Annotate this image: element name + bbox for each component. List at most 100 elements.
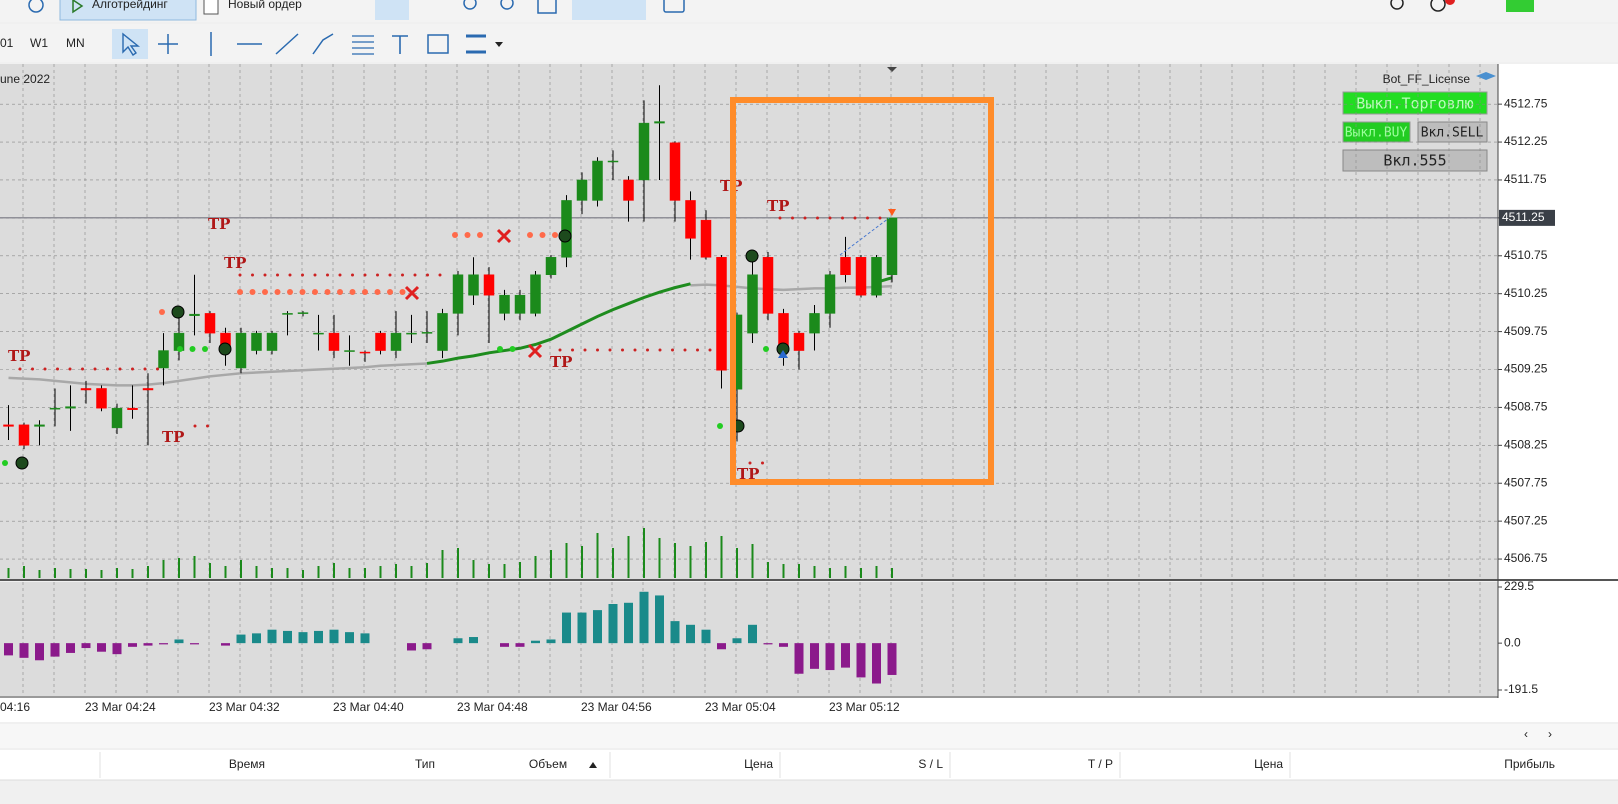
timeframe[interactable]: 01 bbox=[0, 36, 14, 50]
panel-button-label[interactable]: Вкл.SELL bbox=[1421, 126, 1484, 141]
candle-body bbox=[235, 332, 247, 369]
signal-indicator bbox=[1506, 0, 1534, 12]
signal-dot bbox=[401, 273, 404, 277]
volume-bar bbox=[85, 569, 87, 578]
osc-bar bbox=[453, 638, 463, 644]
signal-dot bbox=[312, 289, 318, 295]
volume-bar bbox=[782, 564, 785, 578]
x-tick-label: 23 Mar 04:56 bbox=[581, 700, 652, 714]
text-icon[interactable] bbox=[392, 35, 408, 54]
volume-bar bbox=[240, 560, 242, 578]
trendline-icon[interactable] bbox=[275, 33, 299, 55]
panel-button-label[interactable]: Вкл.555 bbox=[1383, 152, 1446, 170]
osc-bar bbox=[624, 602, 633, 644]
signal-dot bbox=[274, 289, 281, 295]
panel-button[interactable] bbox=[1342, 91, 1488, 115]
osc-bar bbox=[531, 640, 540, 644]
candle-body bbox=[747, 274, 758, 334]
y-tick-label: 4507.25 bbox=[1504, 513, 1548, 527]
column-header[interactable]: S / L bbox=[918, 757, 943, 771]
column-header[interactable]: Объем bbox=[529, 757, 567, 771]
candle-body bbox=[96, 388, 107, 409]
scroll-arrow[interactable]: ‹ bbox=[1524, 727, 1528, 741]
y-tick-label: 4511.75 bbox=[1504, 172, 1547, 186]
column-header[interactable]: Цена bbox=[744, 757, 773, 771]
candle-body bbox=[700, 219, 712, 258]
column-header[interactable]: Тип bbox=[415, 757, 435, 771]
add-icon[interactable] bbox=[28, 0, 44, 13]
candle-body bbox=[282, 313, 293, 315]
osc-bar bbox=[143, 643, 153, 646]
channel-icon[interactable] bbox=[312, 33, 334, 55]
objects-icon[interactable] bbox=[466, 34, 486, 54]
zoom-in[interactable] bbox=[463, 0, 477, 10]
candle-body bbox=[685, 200, 696, 239]
volume-bar bbox=[271, 568, 273, 578]
chart-type-button[interactable] bbox=[375, 0, 409, 20]
signal-dot bbox=[621, 348, 624, 352]
candle-body bbox=[545, 257, 557, 275]
x-tick-label: 23 Mar 04:40 bbox=[333, 700, 404, 714]
osc-bar bbox=[639, 591, 649, 644]
candle-body bbox=[49, 407, 61, 410]
toolbar-button[interactable]: Новый ордер bbox=[228, 0, 302, 11]
dropdown-arrow[interactable] bbox=[495, 42, 503, 47]
grid-icon[interactable] bbox=[537, 0, 557, 14]
tp-label: TP bbox=[208, 215, 230, 233]
column-header[interactable]: Время bbox=[229, 757, 265, 771]
y-tick-label: 4506.75 bbox=[1504, 551, 1548, 565]
timeframe[interactable]: W1 bbox=[30, 36, 48, 50]
timeframe[interactable]: MN bbox=[66, 36, 85, 50]
scroll-arrow[interactable]: › bbox=[1548, 727, 1552, 741]
tp-label: TP bbox=[224, 254, 246, 272]
osc-bar bbox=[190, 643, 199, 645]
signal-dot bbox=[558, 348, 562, 352]
osc-bar bbox=[159, 643, 168, 645]
column-header[interactable]: Прибыль bbox=[1504, 757, 1555, 771]
signal-dot bbox=[68, 367, 72, 371]
shape-icon[interactable] bbox=[427, 34, 449, 54]
osc-bar bbox=[221, 643, 230, 646]
signal-dot bbox=[299, 289, 306, 295]
signal-dot bbox=[878, 216, 882, 220]
osc-bar bbox=[407, 643, 416, 651]
osc-bar bbox=[655, 595, 664, 644]
date-label: une 2022 bbox=[0, 72, 50, 86]
signal-dot bbox=[841, 216, 844, 220]
volume-bar bbox=[178, 558, 180, 578]
y-tick-label: 4508.25 bbox=[1504, 437, 1548, 451]
osc-bar bbox=[360, 633, 370, 644]
column-header[interactable]: T / P bbox=[1088, 757, 1113, 771]
toolbar-button[interactable]: Алготрейдинг bbox=[92, 0, 168, 11]
osc-bar bbox=[856, 643, 866, 678]
volume-bar bbox=[255, 566, 258, 578]
algo-button[interactable] bbox=[59, 0, 197, 21]
shift-button[interactable] bbox=[572, 0, 646, 20]
osc-bar bbox=[314, 630, 323, 644]
signal-dot bbox=[778, 216, 782, 220]
candle-body bbox=[158, 350, 169, 369]
signal-dot bbox=[81, 367, 84, 371]
panel-button-label[interactable]: Выкл.BUY bbox=[1345, 126, 1408, 141]
tp-label: TP bbox=[162, 428, 184, 446]
signal-dot bbox=[696, 348, 699, 352]
signal-dot bbox=[159, 309, 165, 315]
search-icon[interactable] bbox=[1390, 0, 1404, 10]
signal-dot bbox=[337, 289, 343, 295]
crosshair-icon[interactable] bbox=[158, 34, 178, 54]
candle-body bbox=[840, 257, 851, 275]
volume-bar bbox=[410, 566, 413, 578]
cursor-tool[interactable] bbox=[112, 29, 148, 59]
close-mark bbox=[404, 285, 420, 301]
fibo-icon[interactable] bbox=[352, 35, 374, 55]
zoom-out[interactable] bbox=[500, 0, 514, 10]
panel-button-label[interactable]: Выкл.Торговлю bbox=[1356, 95, 1473, 113]
trade-mark bbox=[558, 229, 572, 243]
osc-bar bbox=[810, 643, 819, 669]
signal-dot bbox=[464, 232, 471, 238]
signal-dot bbox=[633, 348, 637, 352]
panel-button[interactable] bbox=[1342, 149, 1488, 172]
column-header[interactable]: Цена bbox=[1254, 757, 1283, 771]
account-icon[interactable] bbox=[1430, 0, 1446, 12]
screenshot-icon[interactable] bbox=[663, 0, 685, 13]
